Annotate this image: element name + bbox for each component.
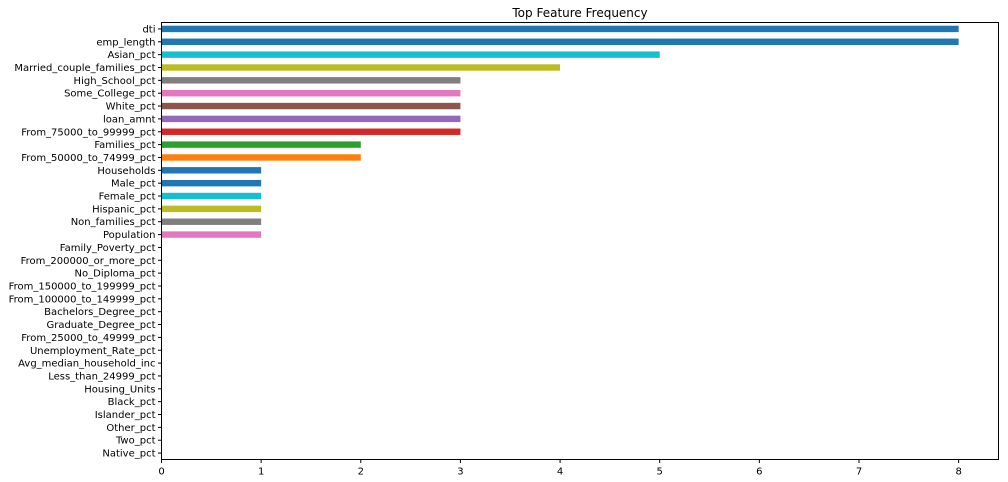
y-tick-label: Some_College_pct xyxy=(64,89,156,100)
x-tick-label: 3 xyxy=(457,467,463,478)
x-tick-label: 8 xyxy=(955,467,961,478)
y-tick-label: From_200000_or_more_pct xyxy=(21,256,156,267)
x-tick-label: 5 xyxy=(657,467,663,478)
x-tick-label: 1 xyxy=(258,467,264,478)
y-tick-label: From_75000_to_99999_pct xyxy=(21,127,155,138)
y-tick-label: Less_than_24999_pct xyxy=(48,371,155,382)
y-tick-label: From_50000_to_74999_pct xyxy=(21,153,155,164)
bar-Female_pct xyxy=(161,192,262,200)
bars-group xyxy=(161,25,959,238)
bar-White_pct xyxy=(161,102,461,110)
y-tick-label: Married_couple_families_pct xyxy=(14,63,155,74)
bar-dti xyxy=(161,25,959,33)
bar-Male_pct xyxy=(161,179,262,187)
y-tick-label: Families_pct xyxy=(94,140,155,151)
y-tick-label: Two_pct xyxy=(115,436,156,447)
x-axis-ticks: 0 1 2 3 4 5 6 7 8 xyxy=(158,459,962,478)
bar-From_75000_to_99999_pct xyxy=(161,128,461,135)
y-tick-label: Native_pct xyxy=(102,449,155,460)
chart-title: Top Feature Frequency xyxy=(511,6,647,20)
y-tick-label: Households xyxy=(97,166,155,177)
bar-High_School_pct xyxy=(161,77,461,84)
bar-Some_College_pct xyxy=(161,89,461,97)
x-tick-label: 2 xyxy=(358,467,364,478)
bar-Households xyxy=(161,167,262,174)
x-tick-label: 0 xyxy=(158,467,164,478)
y-tick-label: Other_pct xyxy=(106,423,155,434)
y-tick-label: Avg_median_household_inc xyxy=(18,359,155,370)
y-tick-label: From_150000_to_199999_pct xyxy=(9,281,156,292)
y-tick-label: No_Diploma_pct xyxy=(75,269,156,280)
y-tick-label: From_25000_to_49999_pct xyxy=(21,333,155,344)
y-tick-label: Non_families_pct xyxy=(71,217,156,228)
y-tick-label: White_pct xyxy=(106,102,156,113)
y-tick-label: From_100000_to_149999_pct xyxy=(9,294,156,305)
y-tick-label: Female_pct xyxy=(99,192,156,203)
y-tick-label: Islander_pct xyxy=(95,410,156,421)
x-tick-label: 6 xyxy=(756,467,762,478)
y-tick-label: loan_amnt xyxy=(103,114,156,125)
y-tick-label: dti xyxy=(142,24,155,35)
bar-Non_families_pct xyxy=(161,218,262,225)
y-axis-ticks: dti emp_length Asian_pct Married_couple_fam… xyxy=(9,24,162,460)
y-tick-label: Population xyxy=(103,230,156,241)
y-tick-label: Hispanic_pct xyxy=(92,204,155,215)
y-tick-label: Asian_pct xyxy=(107,50,155,61)
y-tick-label: Bachelors_Degree_pct xyxy=(44,307,155,318)
y-tick-label: Housing_Units xyxy=(84,384,155,395)
y-tick-label: Family_Poverty_pct xyxy=(60,243,156,254)
bar-Married_couple_families_pct xyxy=(161,64,561,71)
y-tick-label: High_School_pct xyxy=(74,76,156,87)
x-tick-label: 7 xyxy=(856,467,862,478)
bar-emp_length xyxy=(161,38,959,45)
y-tick-label: Graduate_Degree_pct xyxy=(46,320,155,331)
bar-From_50000_to_74999_pct xyxy=(161,154,361,161)
x-tick-label: 4 xyxy=(557,467,563,478)
bar-Families_pct xyxy=(161,141,361,148)
y-tick-label: Male_pct xyxy=(111,179,156,190)
bar-Hispanic_pct xyxy=(161,205,262,213)
plot-frame xyxy=(161,22,999,460)
y-tick-label: Black_pct xyxy=(108,397,156,408)
bar-loan_amnt xyxy=(161,115,461,123)
y-tick-label: Unemployment_Rate_pct xyxy=(30,346,156,357)
bar-Asian_pct xyxy=(161,51,660,58)
y-tick-label: emp_length xyxy=(96,37,155,48)
bar-Population xyxy=(161,231,262,238)
